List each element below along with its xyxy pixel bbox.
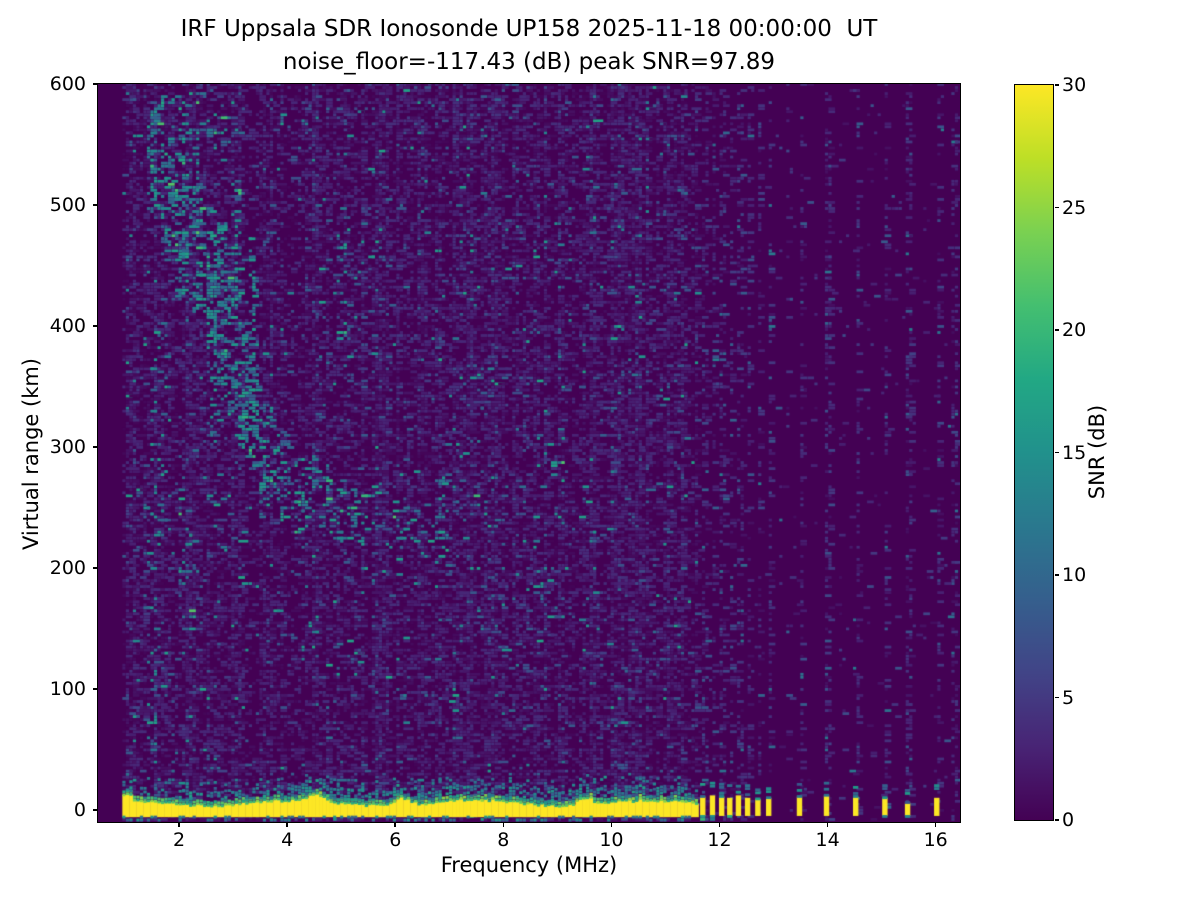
- y-tick-label: 100: [49, 677, 86, 700]
- colorbar-label: SNR (dB): [1085, 404, 1109, 500]
- plot-subtitle: noise_floor=-117.43 (dB) peak SNR=97.89: [282, 49, 776, 75]
- x-axis-label: Frequency (MHz): [440, 853, 618, 877]
- x-tickmark: [826, 823, 829, 827]
- x-tick-label: 6: [389, 829, 402, 851]
- colorbar-tick-label: 0: [1062, 809, 1075, 831]
- colorbar-tickmark: [1054, 329, 1059, 331]
- x-tickmark: [178, 823, 180, 827]
- colorbar-tickmark: [1054, 451, 1059, 454]
- plot-title: IRF Uppsala SDR Ionosonde UP158 2025-11-…: [180, 16, 878, 42]
- y-tickmark: [92, 567, 97, 569]
- x-tick-label: 12: [707, 829, 732, 851]
- y-tickmark: [92, 809, 97, 811]
- y-tickmark: [92, 446, 97, 448]
- x-tickmark: [394, 823, 396, 827]
- y-tick-label: 600: [49, 73, 86, 95]
- colorbar-tick-label: 30: [1062, 74, 1087, 96]
- y-tickmark: [92, 325, 97, 327]
- y-tickmark: [92, 83, 97, 85]
- x-tickmark: [502, 823, 505, 827]
- x-tickmark: [934, 823, 937, 827]
- colorbar-gradient: [1013, 83, 1054, 821]
- colorbar-tickmark: [1054, 84, 1059, 86]
- y-tick-label: 300: [49, 435, 86, 458]
- x-tick-label: 8: [497, 829, 510, 851]
- colorbar-tickmark: [1054, 574, 1059, 576]
- colorbar-tick-label: 5: [1062, 686, 1075, 709]
- colorbar-tickmark: [1054, 206, 1059, 209]
- y-tickmark: [92, 204, 97, 206]
- y-tick-label: 500: [49, 193, 86, 216]
- x-tick-label: 14: [815, 829, 840, 851]
- x-tick-label: 10: [599, 829, 624, 851]
- y-axis-label: Virtual range (km): [19, 357, 43, 551]
- x-tick-label: 2: [173, 829, 186, 851]
- colorbar-tick-label: 15: [1062, 441, 1087, 464]
- colorbar-tickmark: [1054, 696, 1059, 699]
- y-tick-label: 0: [73, 798, 86, 821]
- x-tickmark: [610, 823, 613, 827]
- colorbar-tickmark: [1054, 819, 1059, 821]
- x-tick-label: 16: [923, 829, 948, 851]
- y-tick-label: 200: [49, 556, 86, 579]
- colorbar-tick-label: 25: [1062, 196, 1087, 219]
- y-tickmark: [92, 688, 97, 690]
- x-tickmark: [286, 823, 288, 827]
- x-tickmark: [718, 823, 721, 827]
- colorbar-tick-label: 10: [1062, 564, 1087, 586]
- colorbar-tick-label: 20: [1062, 319, 1087, 341]
- x-tick-label: 4: [281, 829, 294, 851]
- ionogram-heatmap-canvas: [98, 84, 960, 822]
- y-tick-label: 400: [49, 314, 86, 337]
